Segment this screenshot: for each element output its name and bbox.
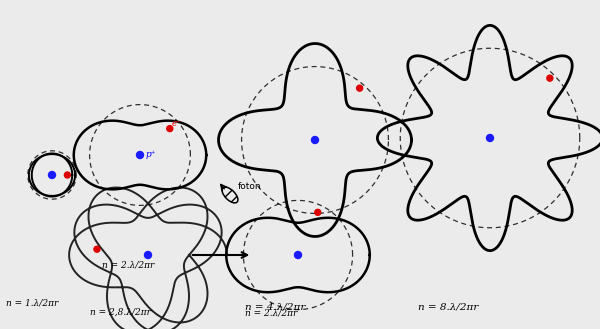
Text: n = 8.λ/2πr: n = 8.λ/2πr [418,303,478,312]
Circle shape [49,171,56,179]
Circle shape [487,135,493,141]
Circle shape [295,251,302,259]
Circle shape [64,172,70,178]
Circle shape [94,246,100,252]
Text: n = 4.λ/2πr: n = 4.λ/2πr [245,303,305,312]
Circle shape [356,85,362,91]
Text: n = 2.λ/2πr: n = 2.λ/2πr [102,260,154,269]
Text: n = 1.λ/2πr: n = 1.λ/2πr [6,298,58,307]
Circle shape [315,209,321,215]
Text: e⁻: e⁻ [172,118,182,128]
Circle shape [547,75,553,81]
Circle shape [145,251,151,259]
Text: foton: foton [238,182,262,191]
Text: n = 2.λ/2πr: n = 2.λ/2πr [245,308,297,317]
Circle shape [167,126,173,132]
Text: p⁺: p⁺ [146,150,157,159]
Circle shape [311,137,319,143]
Circle shape [137,151,143,159]
Text: n = 2,8.λ/2πr: n = 2,8.λ/2πr [90,308,151,317]
